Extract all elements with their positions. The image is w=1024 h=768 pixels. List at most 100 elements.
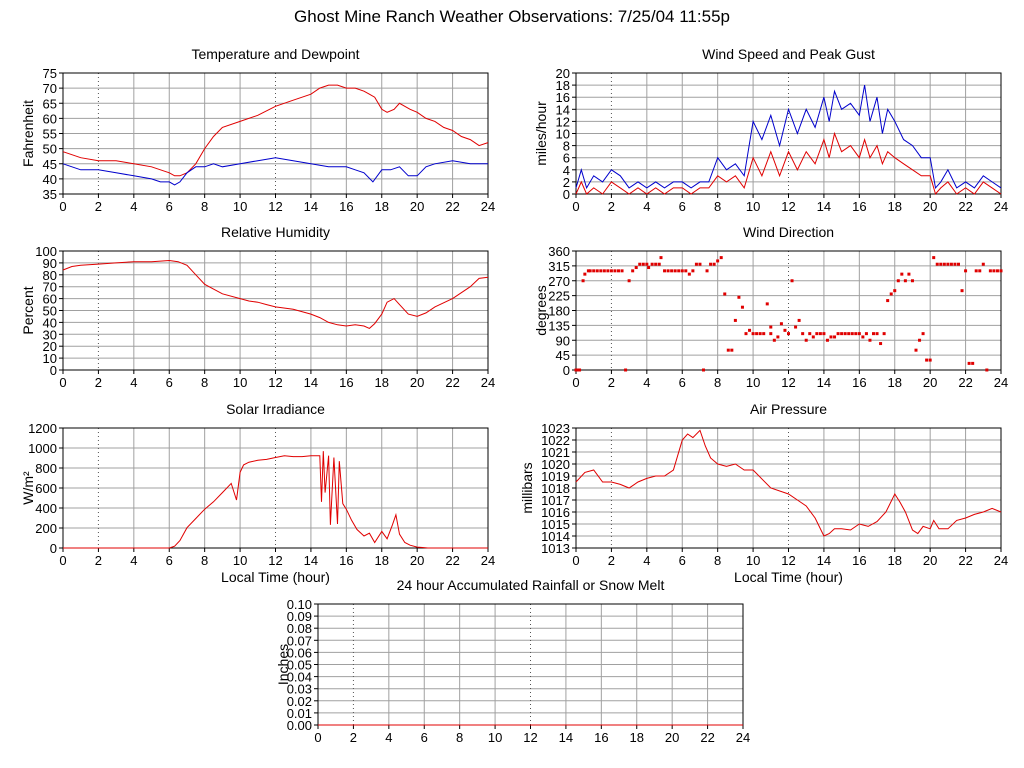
pressure-ytick-label: 1014 — [541, 529, 570, 544]
pressure-xtick-label: 24 — [994, 553, 1008, 568]
humidity-ytick-label: 60 — [43, 292, 57, 307]
page-title: Ghost Mine Ranch Weather Observations: 7… — [294, 7, 730, 26]
winddir-point — [843, 332, 847, 336]
solar-xtick-label: 12 — [268, 553, 282, 568]
winddir-point — [910, 279, 914, 283]
rain-xtick-label: 14 — [559, 730, 573, 745]
temp-ytick-label: 50 — [43, 142, 57, 157]
winddir-point — [783, 328, 787, 332]
winddir-point — [641, 262, 645, 266]
solar-xtick-label: 20 — [410, 553, 424, 568]
winddir-point — [609, 269, 613, 273]
winddir-point — [723, 292, 727, 296]
winddir-point — [889, 292, 893, 296]
temp-xtick-label: 0 — [59, 199, 66, 214]
temp-chart: Temperature and Dewpoint3540455055606570… — [20, 46, 495, 214]
winddir-point — [875, 332, 879, 336]
winddir-point — [691, 269, 695, 273]
winddir-point — [705, 269, 709, 273]
rain-ytick-label: 0.05 — [287, 658, 312, 673]
winddir-xtick-label: 20 — [923, 375, 937, 390]
wind-xtick-label: 6 — [679, 199, 686, 214]
winddir-point — [762, 332, 766, 336]
rain-xtick-label: 2 — [350, 730, 357, 745]
winddir-point — [737, 295, 741, 299]
solar-title: Solar Irradiance — [226, 401, 325, 417]
winddir-point — [825, 338, 829, 342]
pressure-ytick-label: 1015 — [541, 517, 570, 532]
winddir-point — [914, 348, 918, 352]
solar-ytick-label: 1200 — [28, 421, 57, 436]
pressure-ytick-label: 1017 — [541, 493, 570, 508]
solar-xlabel: Local Time (hour) — [221, 569, 330, 585]
wind-xtick-label: 10 — [746, 199, 760, 214]
humidity-ytick-label: 0 — [50, 363, 57, 378]
rain-ytick-label: 0.06 — [287, 645, 312, 660]
winddir-ytick-label: 135 — [548, 318, 570, 333]
temp-xtick-label: 14 — [304, 199, 318, 214]
rain-ytick-label: 0.02 — [287, 694, 312, 709]
solar-xtick-label: 4 — [130, 553, 137, 568]
temp-xtick-label: 16 — [339, 199, 353, 214]
solar-series-0 — [63, 451, 488, 549]
humidity-xtick-label: 8 — [201, 375, 208, 390]
solar-xtick-label: 8 — [201, 553, 208, 568]
humidity-ytick-label: 50 — [43, 304, 57, 319]
pressure-xtick-label: 4 — [643, 553, 650, 568]
humidity-xtick-label: 2 — [95, 375, 102, 390]
winddir-point — [932, 256, 936, 260]
solar-ylabel: W/m² — [20, 471, 36, 505]
winddir-point — [772, 338, 776, 342]
winddir-point — [864, 332, 868, 336]
wind-ytick-label: 6 — [563, 151, 570, 166]
winddir-point — [918, 338, 922, 342]
winddir-point — [673, 269, 677, 273]
winddir-point — [985, 368, 989, 372]
winddir-point — [790, 279, 794, 283]
solar-ytick-label: 800 — [35, 461, 57, 476]
wind-series-1 — [575, 131, 1002, 196]
pressure-ylabel: millibars — [519, 462, 535, 513]
pressure-ytick-label: 1021 — [541, 445, 570, 460]
pressure-xtick-label: 22 — [958, 553, 972, 568]
pressure-xtick-label: 12 — [781, 553, 795, 568]
winddir-point — [581, 279, 585, 283]
winddir-point — [847, 332, 851, 336]
winddir-point — [638, 262, 642, 266]
wind-ytick-label: 12 — [556, 114, 570, 129]
humidity-ytick-label: 10 — [43, 351, 57, 366]
winddir-point — [680, 269, 684, 273]
winddir-point — [974, 269, 978, 273]
winddir-ytick-label: 360 — [548, 244, 570, 259]
winddir-ytick-label: 315 — [548, 259, 570, 274]
winddir-point — [666, 269, 670, 273]
winddir-point — [709, 262, 713, 266]
winddir-point — [712, 262, 716, 266]
winddir-point — [939, 262, 943, 266]
wind-ytick-label: 10 — [556, 127, 570, 142]
winddir-point — [964, 269, 968, 273]
winddir-point — [627, 279, 631, 283]
humidity-xtick-label: 18 — [375, 375, 389, 390]
humidity-ytick-label: 90 — [43, 256, 57, 271]
winddir-point — [702, 368, 705, 372]
winddir-point — [765, 302, 769, 306]
rain-chart: 24 hour Accumulated Rainfall or Snow Mel… — [275, 577, 750, 745]
winddir-point — [776, 335, 780, 339]
winddir-point — [769, 325, 773, 329]
temp-xtick-label: 10 — [233, 199, 247, 214]
humidity-ytick-label: 40 — [43, 315, 57, 330]
humidity-ytick-label: 100 — [35, 244, 57, 259]
solar-ytick-label: 0 — [50, 541, 57, 556]
pressure-title: Air Pressure — [750, 401, 827, 417]
winddir-point — [942, 262, 946, 266]
humidity-xtick-label: 12 — [268, 375, 282, 390]
rain-xtick-label: 8 — [456, 730, 463, 745]
rain-xtick-label: 4 — [385, 730, 392, 745]
pressure-xtick-label: 0 — [572, 553, 579, 568]
winddir-ytick-label: 90 — [556, 333, 570, 348]
wind-ytick-label: 14 — [556, 102, 570, 117]
solar-xtick-label: 10 — [233, 553, 247, 568]
